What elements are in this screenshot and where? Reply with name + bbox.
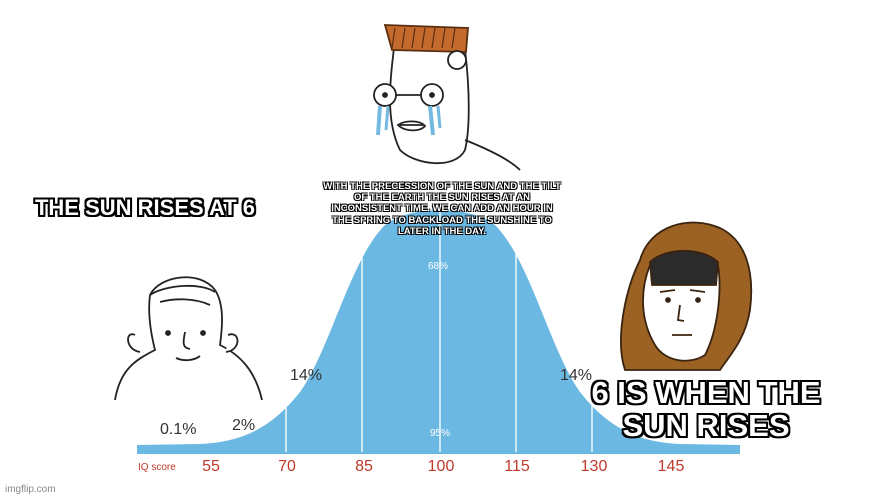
tick-label: 115	[504, 458, 530, 475]
tick-label: 70	[278, 458, 296, 475]
hooded-monk-wojak-icon	[620, 221, 753, 371]
percent-label-2: 2%	[232, 417, 256, 434]
caption-middle: WITH THE PRECESSION OF THE SUN AND THE T…	[323, 181, 561, 237]
percent-label-95: 95%	[430, 428, 451, 439]
tick-label: 145	[657, 458, 685, 475]
percent-label-14-left: 14%	[290, 367, 323, 384]
caption-left: THE SUN RISES AT 6	[34, 195, 256, 220]
crying-glasses-wojak-icon	[373, 24, 521, 171]
tick-label: 85	[355, 458, 373, 475]
simple-wojak-icon	[114, 276, 263, 401]
percent-label-68: 68%	[428, 261, 449, 272]
percent-label-14-right: 14%	[560, 367, 593, 384]
tick-label: 100	[427, 458, 455, 475]
watermark: imgflip.com	[5, 484, 56, 495]
caption-right: 6 IS WHEN THE SUN RISES	[591, 375, 821, 444]
curve-area	[137, 210, 740, 452]
percent-label-0-1: 0.1%	[160, 421, 197, 438]
axis-label: IQ score	[138, 462, 176, 473]
tick-label: 55	[202, 458, 220, 475]
tick-label: 130	[580, 458, 608, 475]
